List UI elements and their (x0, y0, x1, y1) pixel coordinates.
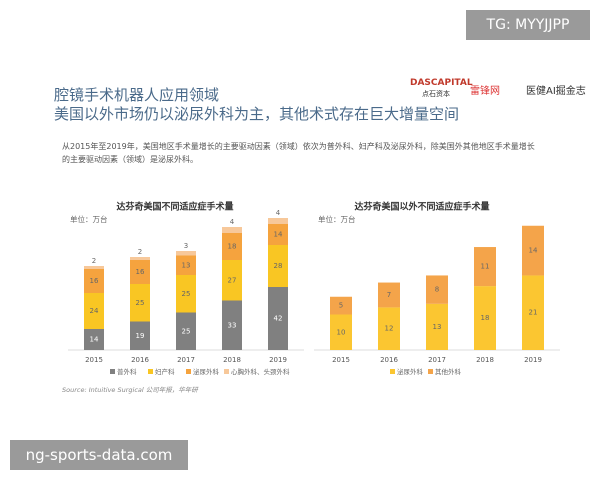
value-label: 13 (433, 323, 442, 331)
x-tick-label: 2018 (476, 356, 494, 364)
bar-segment (130, 260, 150, 284)
bar-segment (522, 225, 544, 276)
logo: 雷锋网 (470, 86, 500, 97)
bar-segment (176, 255, 196, 275)
x-tick-label: 2019 (524, 356, 542, 364)
logo: DASCAPITAL (410, 78, 473, 88)
bar-segment (222, 227, 242, 233)
bar-segment (426, 275, 448, 304)
bar-segment (268, 218, 288, 224)
value-label: 13 (182, 261, 191, 269)
value-label: 19 (136, 332, 145, 340)
value-label: 10 (337, 328, 346, 336)
bar-segment (84, 329, 104, 350)
legend-label: 泌尿外科 (397, 367, 424, 376)
bar-segment (474, 286, 496, 350)
bar-segment (130, 321, 150, 350)
bar-segment (176, 275, 196, 313)
value-label: 25 (136, 299, 145, 307)
value-label: 5 (339, 302, 343, 310)
bar-segment (330, 314, 352, 350)
bar-segment (84, 266, 104, 269)
bar-segment (84, 269, 104, 293)
unit: 单位：万台 (70, 214, 108, 224)
bar-segment (130, 284, 150, 322)
bar-segment (474, 247, 496, 287)
legend-label: 普外科 (117, 367, 137, 376)
x-tick-label: 2015 (85, 356, 103, 364)
bar-segment (222, 233, 242, 260)
x-tick-label: 2018 (223, 356, 241, 364)
value-label: 33 (228, 321, 237, 329)
value-label: 4 (276, 209, 281, 217)
legend-label: 泌尿外科 (193, 367, 220, 376)
watermark: ng-sports-data.com (10, 440, 188, 470)
legend-swatch (148, 369, 153, 374)
value-label: 14 (529, 247, 538, 255)
legend-swatch (428, 369, 433, 374)
legend-swatch (186, 369, 191, 374)
bar-segment (130, 257, 150, 260)
value-label: 24 (90, 307, 99, 315)
bar-segment (222, 300, 242, 350)
chart-title: 达芬奇美国不同适应症手术量 (116, 201, 233, 213)
legend-label: 妇产科 (155, 367, 175, 376)
value-label: 2 (138, 248, 142, 256)
logo: 医健AI掘金志 (526, 86, 586, 97)
chart-title: 达芬奇美国以外不同适应症手术量 (354, 201, 489, 213)
value-label: 8 (435, 286, 439, 294)
source: Source: Intuitive Surgical 公司年报，华年研 (62, 386, 198, 394)
value-label: 27 (228, 276, 237, 284)
value-label: 25 (182, 290, 191, 298)
bar-segment (222, 260, 242, 301)
bar-segment (176, 312, 196, 350)
bar-segment (268, 224, 288, 245)
bar-segment (268, 245, 288, 287)
bar-segment (84, 293, 104, 329)
bar-segment (176, 251, 196, 256)
value-label: 42 (274, 315, 283, 323)
value-label: 14 (90, 336, 99, 344)
value-label: 18 (228, 243, 237, 251)
x-tick-label: 2016 (380, 356, 398, 364)
legend-swatch (390, 369, 395, 374)
x-tick-label: 2019 (269, 356, 287, 364)
value-label: 25 (182, 327, 191, 335)
x-tick-label: 2016 (131, 356, 149, 364)
bar-segment (378, 282, 400, 308)
value-label: 11 (481, 263, 490, 271)
x-tick-label: 2015 (332, 356, 350, 364)
value-label: 14 (274, 231, 283, 239)
value-label: 7 (387, 291, 391, 299)
subtitle: 美国以外市场仍以泌尿外科为主，其他术式存在巨大增量空间 (54, 105, 460, 123)
value-label: 12 (385, 325, 394, 333)
value-label: 21 (529, 309, 538, 317)
unit: 单位：万台 (318, 214, 356, 224)
bar-segment (268, 287, 288, 350)
watermark: TG: MYYJJPP (466, 10, 590, 40)
title: 腔镜手术机器人应用领域 (54, 86, 220, 104)
description: 从2015年至2019年，美国地区手术量增长的主要驱动因素（领域）依次为普外科、… (62, 142, 535, 164)
value-label: 28 (274, 262, 283, 270)
legend-swatch (110, 369, 115, 374)
value-label: 16 (90, 277, 99, 285)
value-label: 3 (184, 242, 188, 250)
x-tick-label: 2017 (177, 356, 195, 364)
x-tick-label: 2017 (428, 356, 446, 364)
bar-segment (378, 307, 400, 350)
value-label: 18 (481, 314, 490, 322)
legend-label: 其他外科 (435, 367, 462, 376)
bar-segment (426, 303, 448, 350)
bar-segment (522, 275, 544, 350)
logo: 点石资本 (422, 90, 450, 98)
value-label: 16 (136, 268, 145, 276)
value-label: 2 (92, 257, 96, 265)
legend-swatch (224, 369, 229, 374)
value-label: 4 (230, 218, 235, 226)
bar-segment (330, 296, 352, 315)
legend-label: 心胸外科、头颈外科 (231, 367, 290, 376)
